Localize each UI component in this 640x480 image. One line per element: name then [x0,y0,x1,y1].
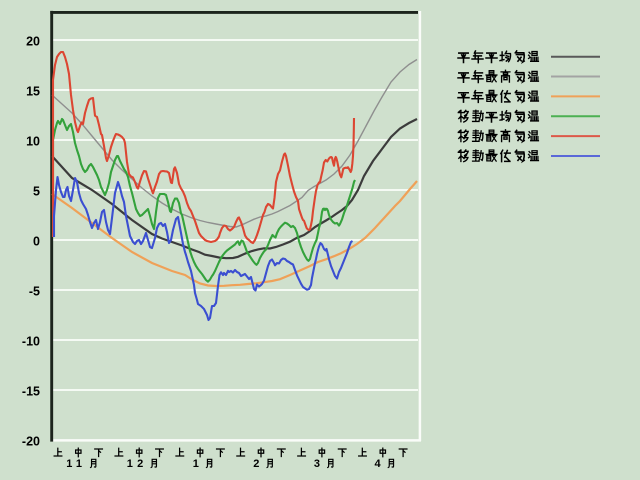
svg-text:2: 2 [253,458,263,470]
svg-text:10: 10 [26,135,40,149]
svg-text:12: 12 [127,458,148,470]
svg-text:-5: -5 [29,285,40,299]
svg-text:5: 5 [33,185,40,199]
svg-text:11: 11 [66,458,86,470]
svg-text:20: 20 [26,35,40,49]
svg-text:4: 4 [375,458,385,470]
svg-text:0: 0 [33,235,40,249]
svg-text:1: 1 [193,458,203,470]
svg-text:3: 3 [314,458,324,470]
svg-text:-10: -10 [22,335,40,349]
svg-text:15: 15 [26,85,40,99]
svg-text:-20: -20 [22,435,40,449]
svg-text:-15: -15 [22,385,40,399]
